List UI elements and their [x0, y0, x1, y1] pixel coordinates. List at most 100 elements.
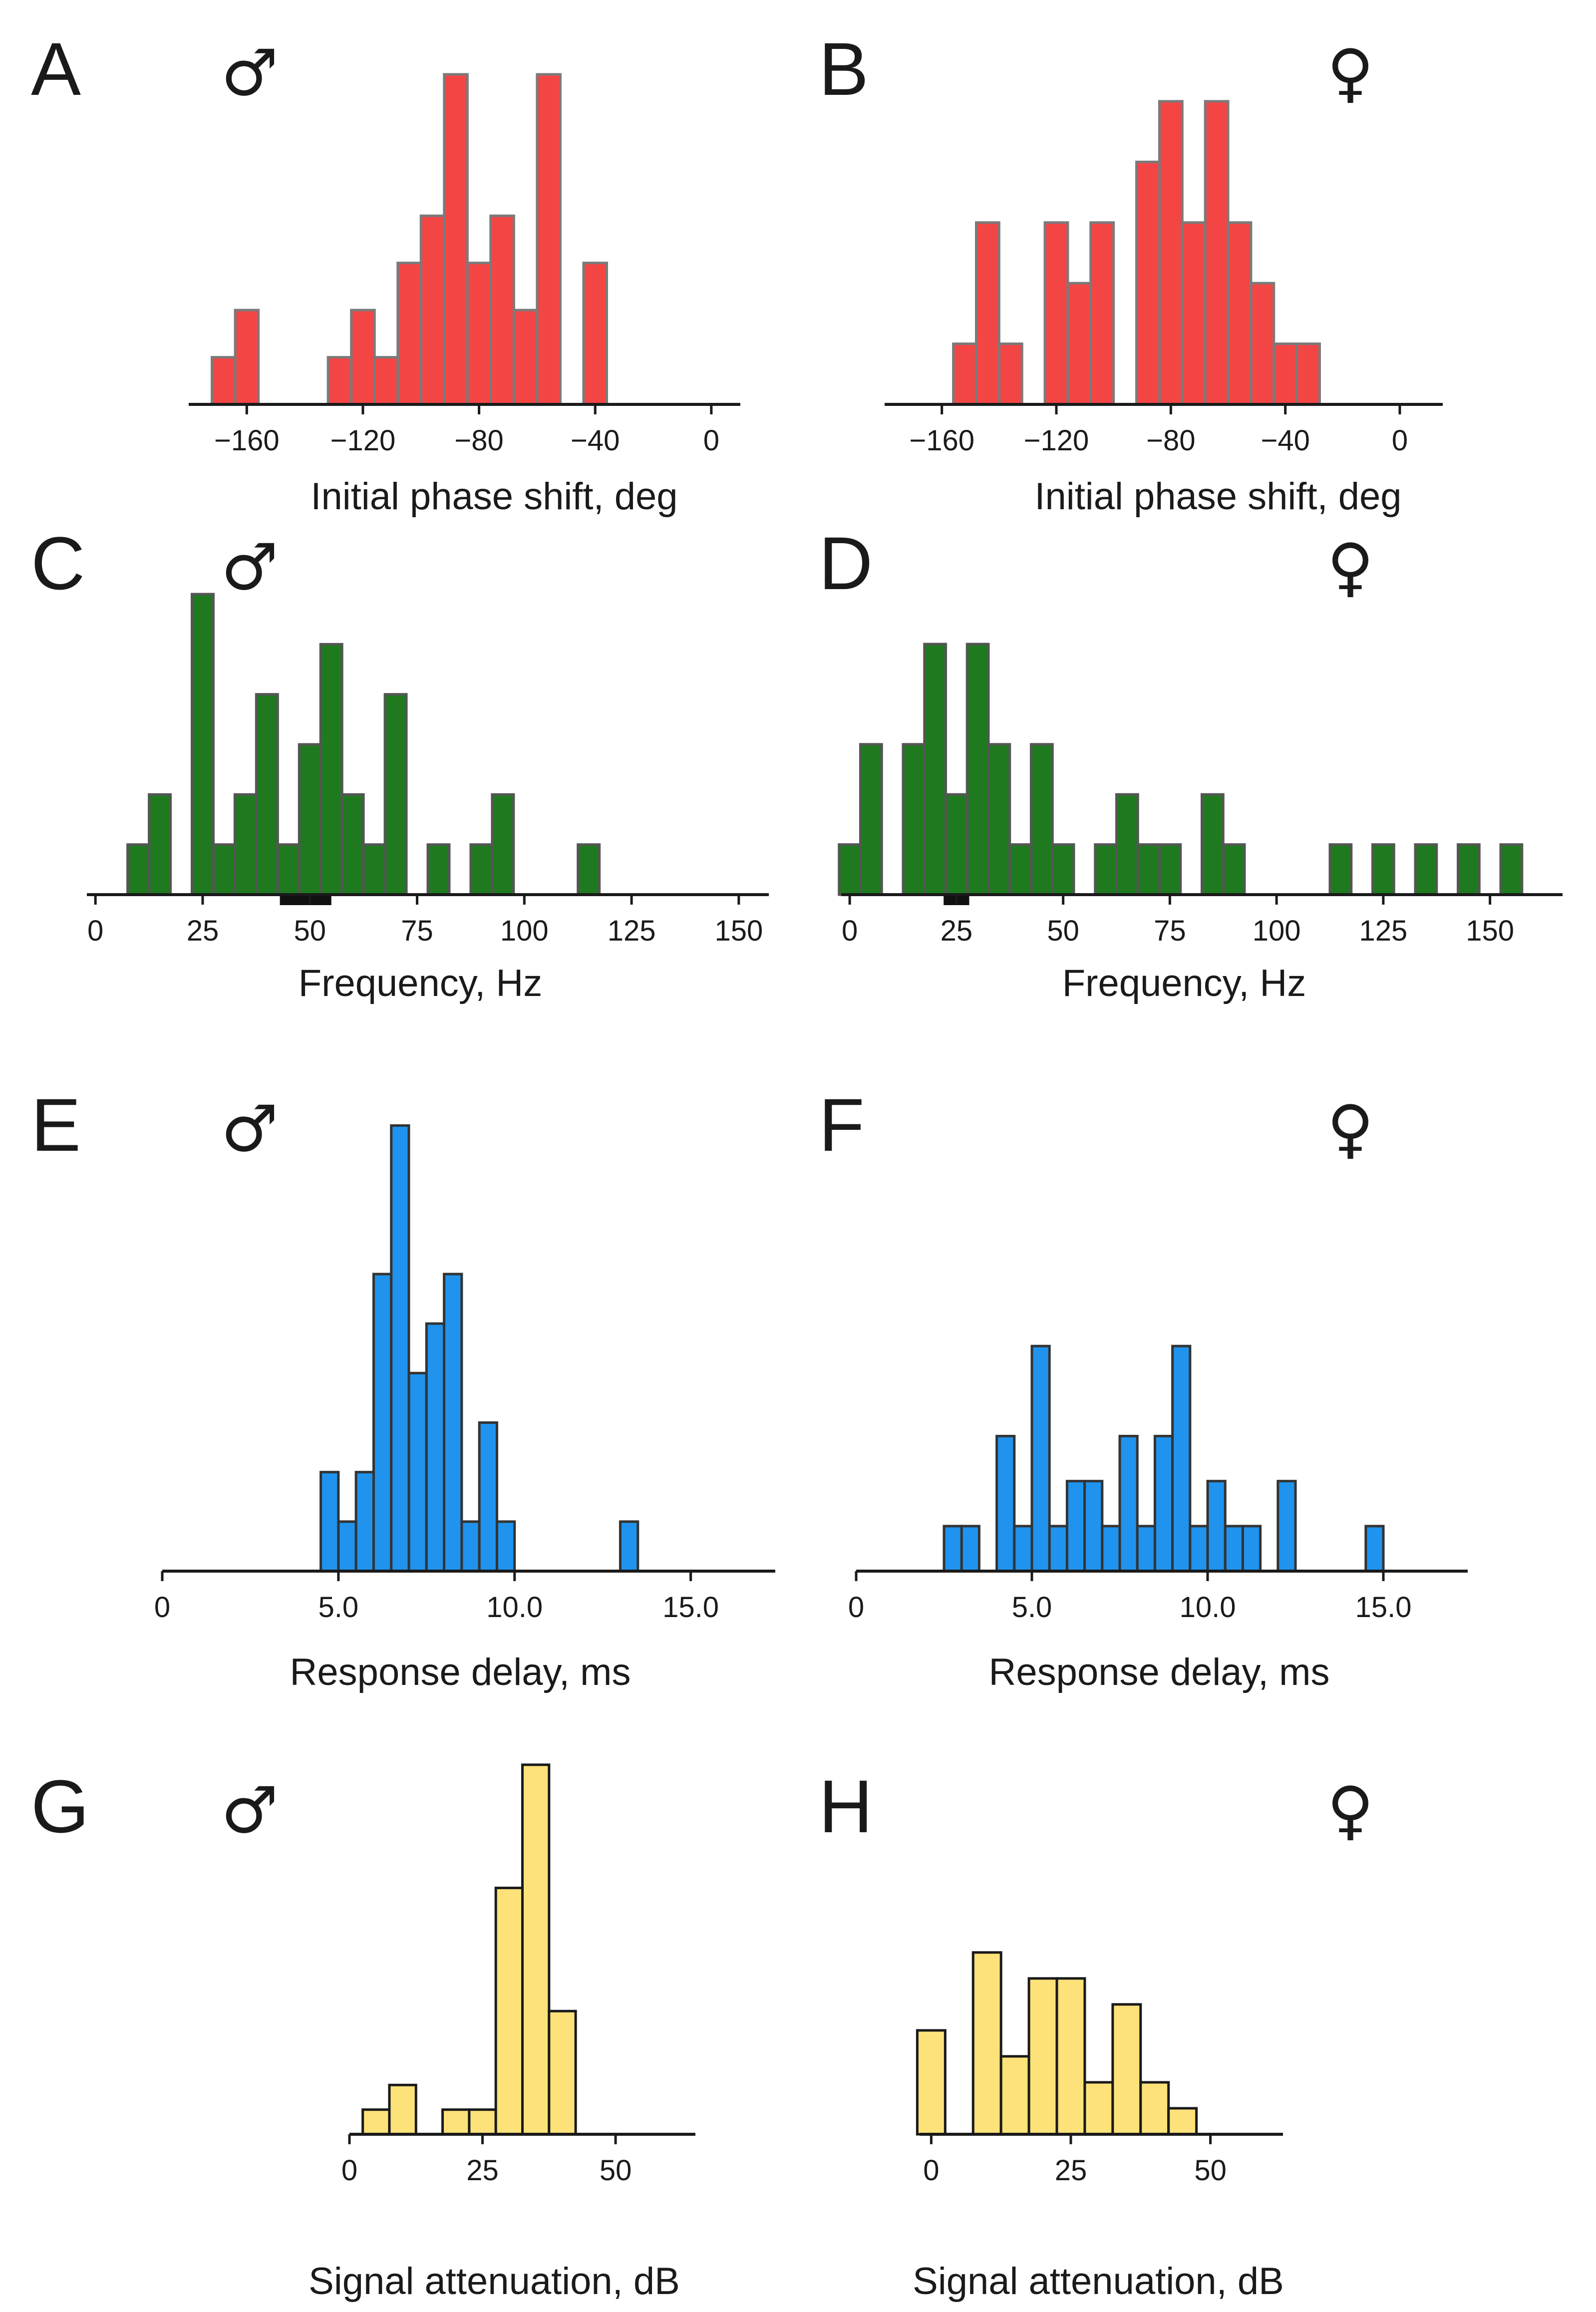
bar-c-2: [190, 593, 215, 896]
bar-f-3: [1013, 1525, 1033, 1573]
bar-a-3: [350, 309, 376, 406]
bar-f-11: [1153, 1435, 1174, 1573]
bar-f-4: [1030, 1344, 1051, 1573]
tick-label-b-3: −40: [1261, 424, 1309, 457]
bar-g-5: [521, 1763, 551, 2136]
bar-d-6: [987, 743, 1011, 896]
bar-b-7: [1158, 100, 1184, 406]
panel-label-e: E: [31, 1083, 81, 1167]
bar-d-2: [902, 743, 926, 896]
tick-label-h-0: 0: [923, 2154, 939, 2187]
panel-b: B ♀ −160 −120 −80 −40 0 Initial phase shift, de…: [819, 27, 1443, 518]
tick-label-c-1: 25: [187, 915, 219, 947]
bar-b-2: [997, 342, 1023, 406]
tick-label-c-3: 75: [401, 915, 433, 947]
bar-b-9: [1204, 100, 1230, 406]
bar-d-20: [1499, 843, 1524, 896]
x-axis-label-d: Frequency, Hz: [1062, 962, 1306, 1004]
bar-f-0: [943, 1525, 963, 1573]
tick-label-f-1: 5.0: [1012, 1591, 1052, 1624]
tick-label-d-1: 25: [941, 915, 973, 947]
tick-label-c-2: 50: [294, 915, 326, 947]
tick-label-e-0: 0: [154, 1591, 170, 1624]
bar-d-9: [1051, 843, 1075, 896]
bar-c-12: [426, 843, 451, 896]
bar-d-3: [923, 643, 947, 896]
bar-f-15: [1224, 1525, 1244, 1573]
bar-c-5: [255, 693, 279, 896]
panel-e: E ♂ 0 5.0 10.0 15.0 Response delay, ms: [31, 1083, 775, 1693]
bar-e-1: [337, 1520, 357, 1573]
tick-label-b-2: −80: [1146, 424, 1195, 457]
panel-label-g: G: [31, 1764, 89, 1848]
bar-b-4: [1066, 282, 1092, 406]
panel-d: D ♀ 0 25 50 75 100 125 150 Frequency, Hz: [819, 521, 1563, 1004]
bar-c-0: [126, 843, 151, 896]
tick-label-a-1: −120: [330, 424, 396, 457]
panel-a: A ♂ −160 −120 −80 −40 0 Initial phase shift, de…: [31, 27, 740, 518]
bar-g-6: [548, 2009, 577, 2136]
bar-a-11: [536, 73, 562, 406]
bar-f-6: [1065, 1480, 1086, 1573]
female-symbol-icon: ♀: [1327, 36, 1374, 110]
bar-d-17: [1371, 843, 1395, 896]
bar-b-6: [1135, 160, 1161, 406]
bar-f-7: [1083, 1480, 1104, 1573]
bar-a-7: [443, 73, 469, 406]
tick-label-f-3: 15.0: [1355, 1591, 1412, 1624]
bar-c-1: [148, 793, 172, 896]
tick-label-d-2: 50: [1047, 915, 1079, 947]
bar-d-13: [1158, 843, 1182, 896]
bar-a-10: [512, 309, 539, 406]
male-symbol-icon: ♂: [221, 530, 279, 605]
bar-b-13: [1295, 342, 1321, 406]
x-axis-label-a: Initial phase shift, deg: [311, 475, 677, 518]
tick-label-g-1: 25: [466, 2154, 499, 2187]
bar-a-0: [211, 356, 237, 406]
tick-label-b-1: −120: [1024, 424, 1089, 457]
bar-c-6: [276, 843, 301, 896]
bar-d-18: [1414, 843, 1438, 896]
bar-c-10: [362, 843, 386, 896]
tick-label-h-2: 50: [1194, 2154, 1227, 2187]
panel-c: C ♂ 0 25 50 75 100 125 150 Frequency, Hz: [31, 521, 769, 1004]
bar-a-6: [419, 214, 446, 406]
female-symbol-icon: ♀: [1327, 1773, 1374, 1848]
bar-e-6: [425, 1322, 446, 1573]
bar-d-16: [1328, 843, 1353, 896]
bar-g-0: [361, 2108, 391, 2136]
bar-f-1: [960, 1525, 980, 1573]
bar-g-2: [441, 2108, 471, 2136]
tick-label-e-2: 10.0: [486, 1591, 543, 1624]
panel-label-b: B: [819, 27, 869, 111]
range-marker-c: [280, 896, 331, 905]
bar-f-17: [1277, 1480, 1297, 1573]
bar-h-6: [1111, 2003, 1142, 2136]
bar-e-10: [495, 1520, 516, 1573]
x-axis-label-e: Response delay, ms: [290, 1651, 631, 1693]
panel-h: H ♀ 0 25 50 Signal attenuation, dB: [819, 1764, 1374, 2303]
bar-c-13: [469, 843, 494, 896]
female-symbol-icon: ♀: [1327, 1092, 1374, 1166]
tick-label-d-6: 150: [1466, 915, 1514, 947]
bar-f-16: [1241, 1525, 1262, 1573]
tick-label-a-4: 0: [703, 424, 719, 457]
bar-c-15: [577, 843, 601, 896]
tick-label-h-1: 25: [1055, 2154, 1087, 2187]
tick-label-c-4: 100: [500, 915, 549, 947]
bar-e-8: [460, 1520, 481, 1573]
bar-a-9: [489, 214, 515, 406]
tick-label-e-1: 5.0: [319, 1591, 359, 1624]
tick-label-a-3: −40: [571, 424, 620, 457]
panel-g: G ♂ 0 25 50 Signal attenuation, dB: [31, 1763, 695, 2303]
bar-c-9: [340, 793, 365, 896]
male-symbol-icon: ♂: [221, 1773, 279, 1848]
bar-h-7: [1139, 2081, 1170, 2136]
bar-e-0: [319, 1471, 340, 1573]
bar-d-0: [838, 843, 862, 896]
bar-f-14: [1206, 1480, 1227, 1573]
bar-c-11: [383, 693, 408, 896]
tick-label-d-4: 100: [1253, 915, 1301, 947]
bar-e-4: [390, 1124, 410, 1573]
bar-e-3: [372, 1273, 393, 1573]
